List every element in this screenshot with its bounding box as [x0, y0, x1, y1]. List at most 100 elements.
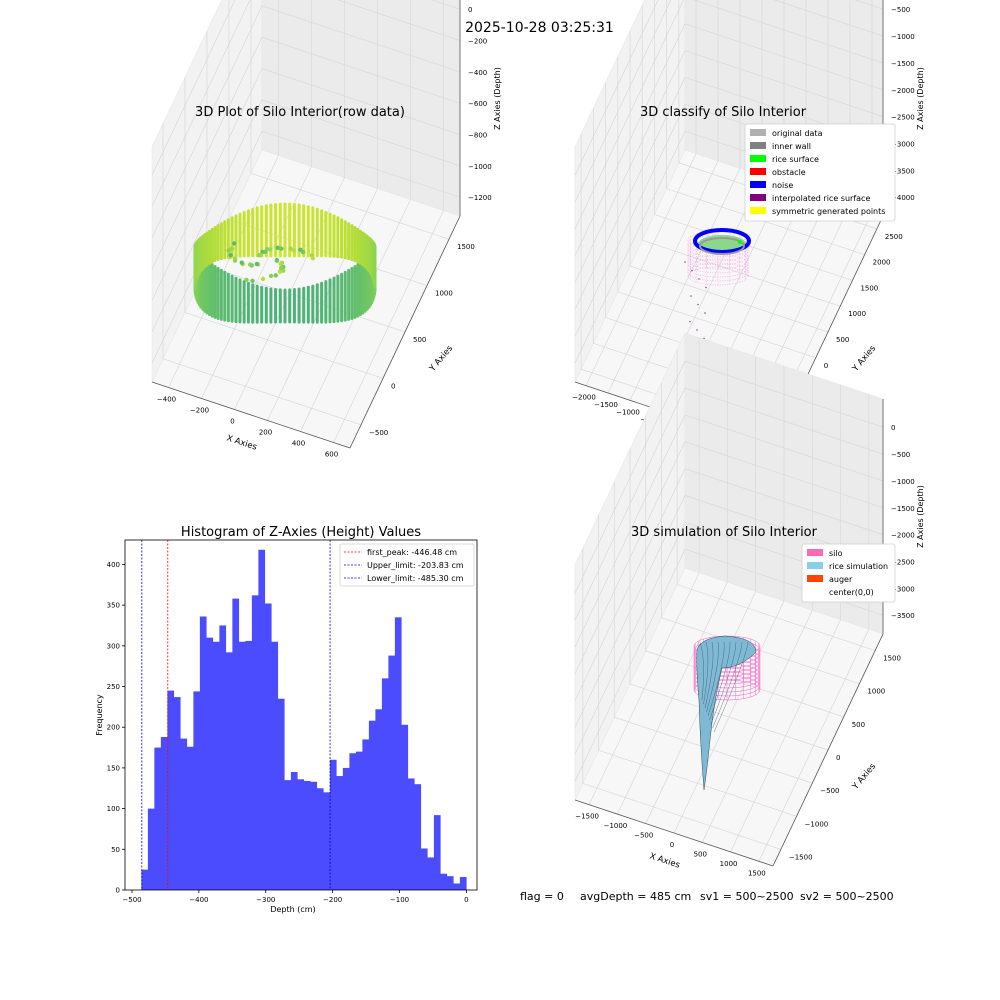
chart-3d-classify: −2000−1500−1000−5000500100015002000−1500…	[572, 0, 925, 460]
x-tick-label: −200	[190, 407, 209, 415]
y-tick-label: 1000	[848, 310, 866, 318]
z-tick-label: −200	[468, 38, 487, 46]
footer-stats: flag = 0 avgDepth = 485 cm sv1 = 500~250…	[520, 890, 894, 903]
histogram-bar	[271, 641, 279, 890]
histogram-bar	[362, 739, 370, 890]
scatter-point	[226, 248, 231, 253]
z-tick-label: −2500	[891, 558, 915, 566]
z-tick-label: −500	[891, 6, 910, 14]
histogram-bar	[186, 746, 194, 890]
footer-sv1: sv1 = 500~2500	[700, 890, 794, 903]
x-tick-label: 500	[694, 850, 707, 858]
histogram-bar	[310, 781, 318, 890]
y-tick-label: 2000	[873, 259, 891, 267]
y-tick-label: 0	[824, 362, 828, 370]
grid-line	[574, 387, 884, 621]
interpolated-point	[696, 329, 698, 331]
z-tick-label: −800	[468, 132, 487, 140]
histogram-bar	[427, 857, 435, 890]
x-axis-line	[151, 381, 351, 449]
footer-sv2: sv2 = 500~2500	[800, 890, 894, 903]
grid-line	[151, 0, 461, 207]
y-tick-label: −500	[369, 429, 388, 437]
z-tick-label: 0	[468, 6, 472, 14]
histogram-bar	[316, 788, 324, 890]
chart-title: Histogram of Z-Axies (Height) Values	[181, 525, 421, 540]
scatter-point	[232, 241, 237, 246]
y-tick-label: 1500	[883, 655, 901, 663]
y-tick-label: −1000	[805, 820, 829, 828]
grid-line	[574, 414, 884, 648]
z-tick-label: −3000	[891, 140, 915, 148]
z-axis-label: Z Axies (Depth)	[493, 67, 502, 130]
histogram-bar	[420, 848, 428, 890]
histogram-bar	[193, 691, 201, 890]
grid-line	[629, 265, 829, 333]
grid-line	[614, 716, 813, 784]
scatter-point	[258, 252, 264, 258]
histogram-bar	[258, 549, 266, 890]
legend-label: center(0,0)	[829, 588, 874, 597]
legend-swatch	[807, 562, 823, 569]
z-tick-label: −3500	[891, 612, 915, 620]
x-tick-label: 600	[325, 451, 338, 459]
scatter-point	[279, 246, 284, 251]
legend-label: original data	[772, 129, 823, 138]
legend-label: Lower_limit: -485.30 cm	[367, 574, 464, 583]
surface-mesh-line	[713, 641, 749, 733]
histogram-bar	[199, 616, 207, 890]
y-tick-label: 250	[107, 683, 120, 691]
interpolated-point	[691, 269, 693, 272]
grid-line	[162, 358, 362, 426]
grid-line	[574, 50, 884, 283]
inner-wall-ring	[699, 237, 745, 255]
x-tick-label: −500	[634, 832, 653, 840]
histogram-bar	[440, 873, 448, 890]
surface-mesh-line	[707, 641, 725, 717]
grid-line	[574, 0, 884, 230]
legend-box	[744, 123, 896, 222]
histogram-bar	[401, 724, 409, 890]
y-axis-label: Frequency	[95, 694, 104, 736]
grid-line	[206, 265, 406, 333]
x-tick-label: −1500	[575, 813, 599, 821]
interpolated-point	[705, 286, 707, 289]
legend-swatch	[750, 181, 766, 188]
y-tick-label: −500	[820, 787, 839, 795]
chart-3d-raw-scatter: −400 −200 0 200 400 600 −500 0 500 1000 1500 0 −200 −…	[151, 0, 502, 459]
x-tick-label: −200	[323, 896, 342, 904]
scatter-point	[260, 276, 266, 282]
y-tick-label: 400	[107, 561, 120, 569]
grid-line	[661, 617, 860, 685]
histogram-bar	[388, 655, 396, 890]
grid-line	[574, 23, 884, 256]
z-tick-label: −2000	[891, 87, 915, 95]
x-tick-label: −500	[122, 896, 141, 904]
scatter-point	[232, 256, 238, 261]
y-tick-label: 0	[836, 754, 840, 762]
histogram-bar	[264, 603, 272, 890]
y-tick-label: 500	[836, 336, 849, 344]
legend-swatch	[807, 549, 823, 556]
x-tick-label: 0	[230, 418, 234, 426]
y-tick-label: 350	[107, 602, 120, 610]
z-axis-label: Z Axies (Depth)	[916, 485, 925, 548]
chart-histogram: Histogram of Z-Axies (Height) Values −500…	[95, 525, 478, 914]
scatter-point	[254, 261, 260, 267]
scatter-point	[250, 278, 255, 284]
scatter-point	[278, 261, 284, 266]
z-tick-label: −1200	[468, 194, 492, 202]
grid-line	[642, 239, 841, 307]
grid-line	[151, 0, 461, 176]
y-tick-label: 100	[107, 805, 120, 813]
z-axis-label: Z Axies (Depth)	[916, 67, 925, 130]
scatter-point	[228, 252, 233, 258]
rice-simulation-surface	[696, 635, 757, 791]
surface-mesh-line	[710, 641, 737, 725]
histogram-bar	[342, 767, 350, 890]
surface-mesh-line	[703, 641, 709, 705]
x-tick-label: 1000	[720, 860, 738, 868]
histogram-bar	[381, 678, 389, 890]
z-tick-label: −3000	[891, 585, 915, 593]
